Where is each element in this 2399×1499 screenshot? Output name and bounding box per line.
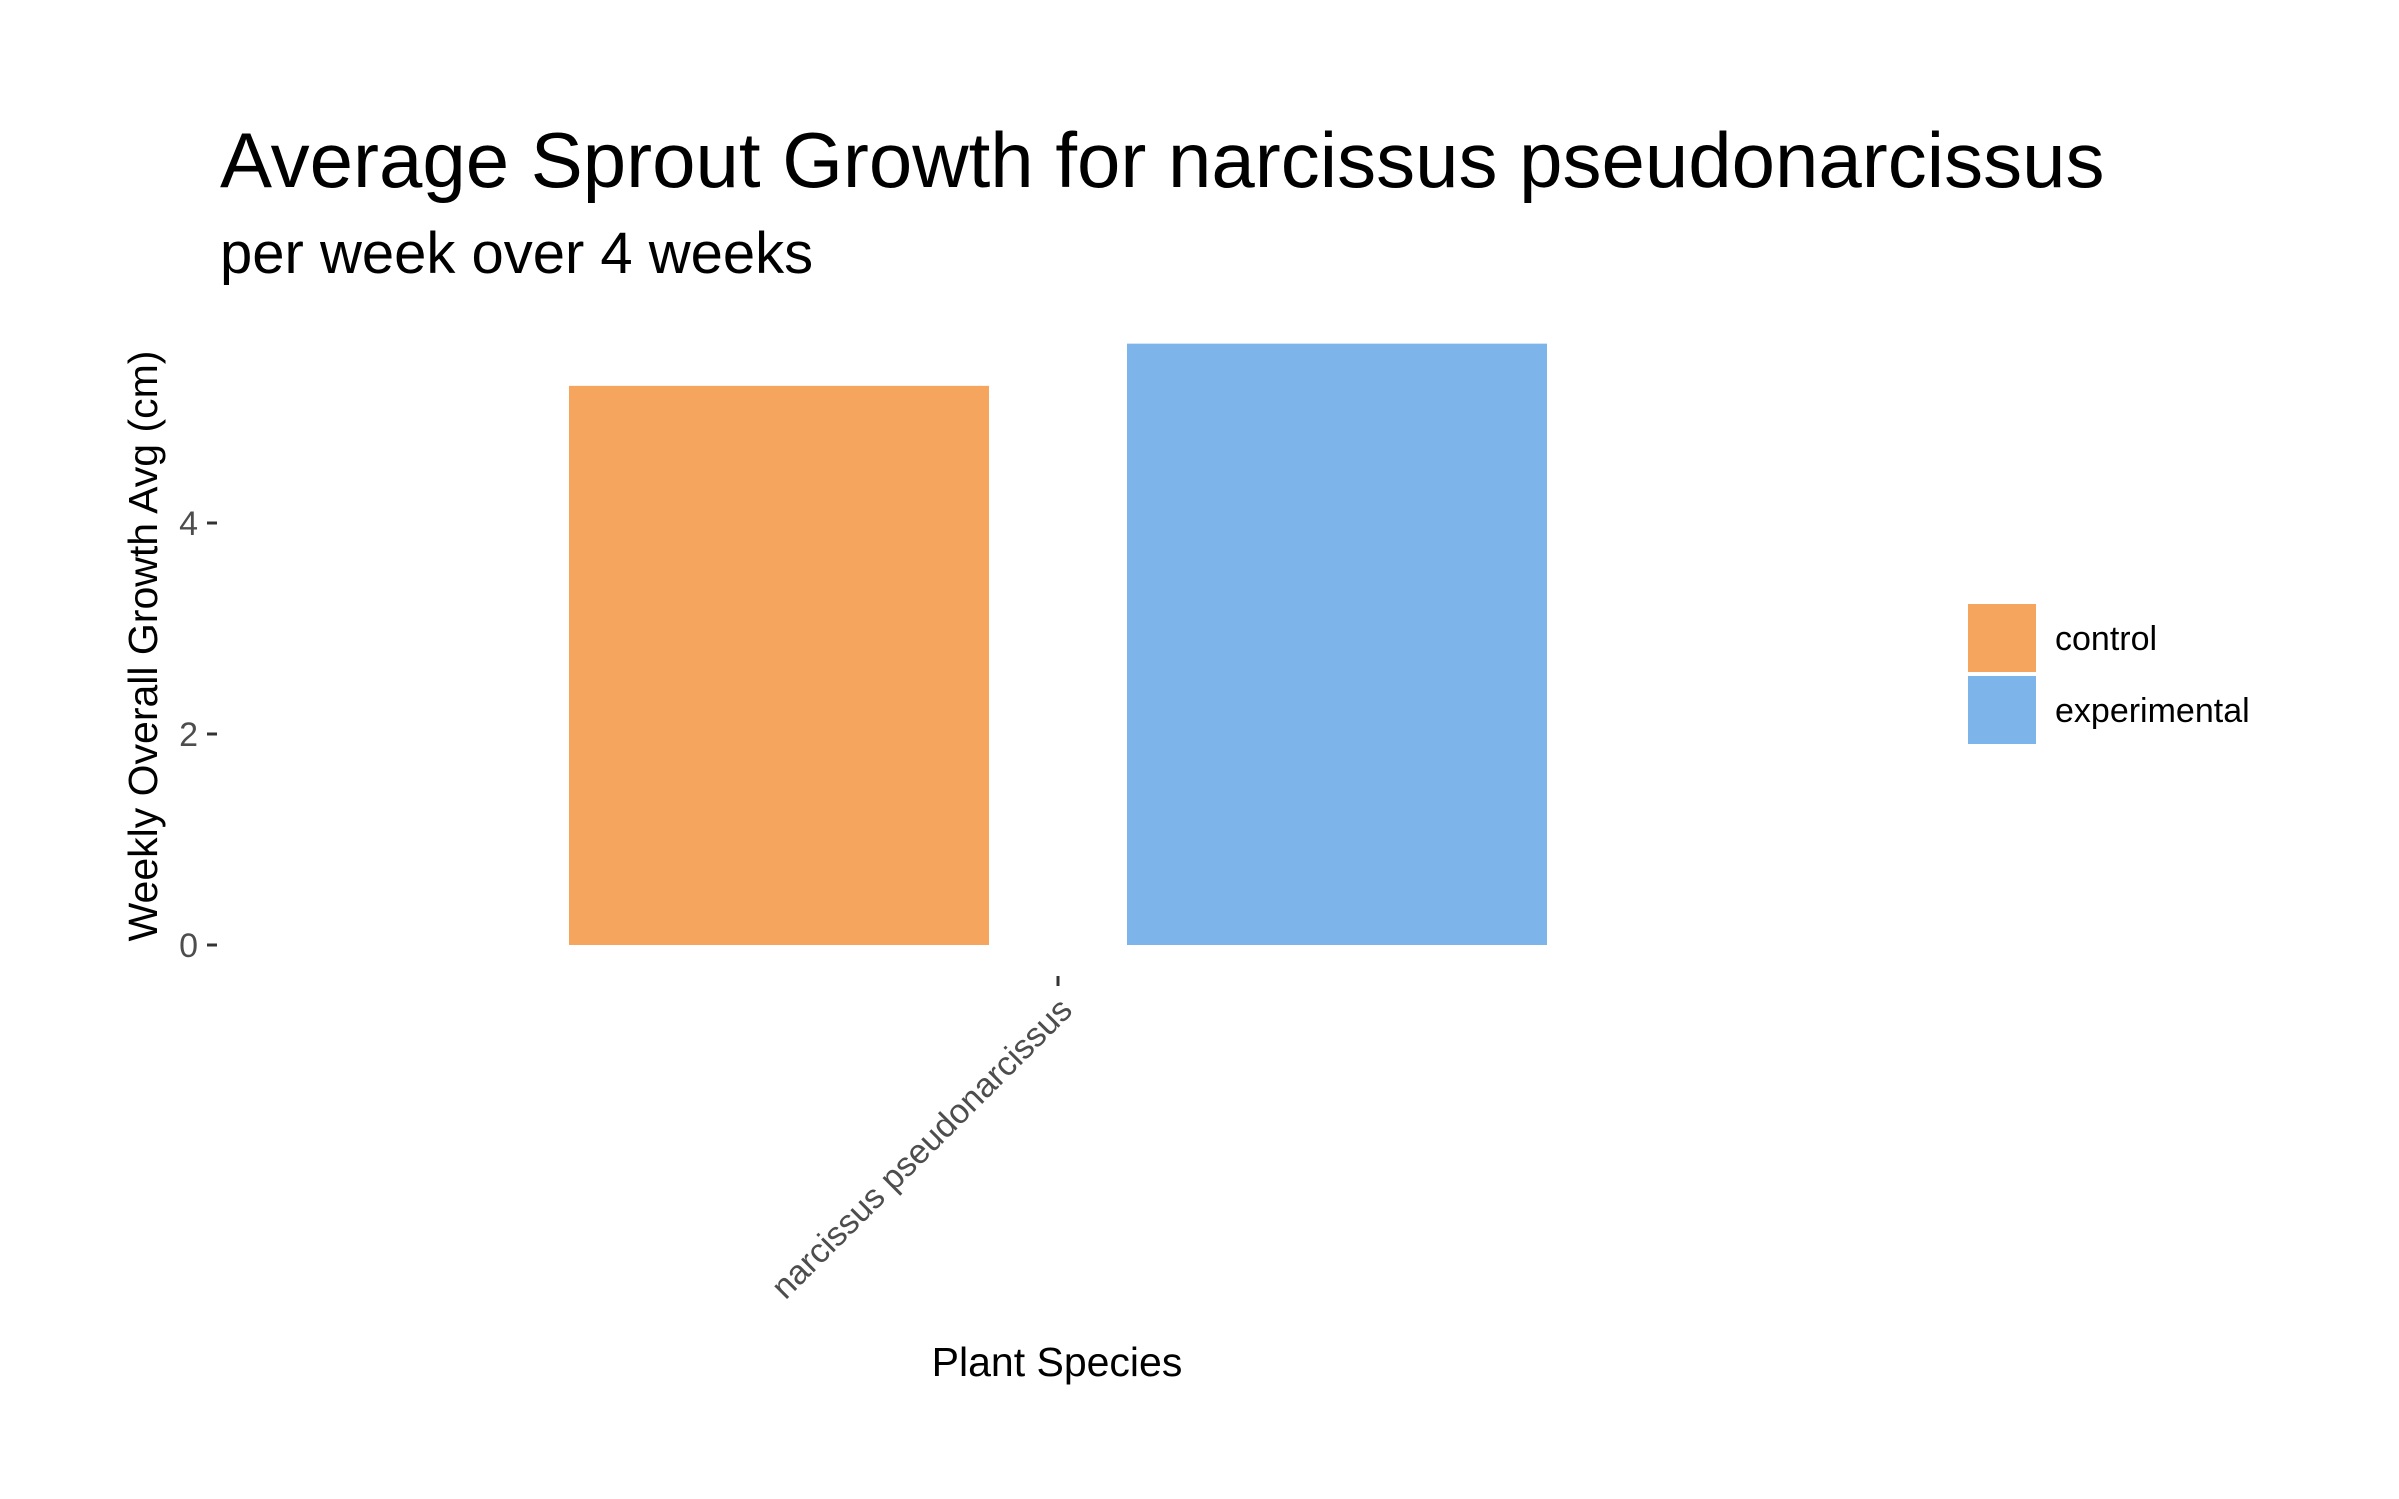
legend-label-experimental: experimental xyxy=(2055,692,2250,730)
legend-key-experimental xyxy=(1968,676,2036,744)
bar-control xyxy=(569,385,989,946)
legend: control experimental xyxy=(1968,604,2250,744)
x-axis: narcissus pseudonarcissus xyxy=(764,976,1080,1306)
x-axis-title: Plant Species xyxy=(932,1339,1183,1385)
bars xyxy=(569,343,1547,946)
y-tick-label: 2 xyxy=(179,716,198,754)
bar-experimental xyxy=(1127,343,1547,945)
y-axis-title: Weekly Overall Growth Avg (cm) xyxy=(120,351,166,942)
y-tick-label: 0 xyxy=(179,927,198,965)
y-tick-label: 4 xyxy=(179,505,198,543)
chart-title: Average Sprout Growth for narcissus pseu… xyxy=(220,116,2105,204)
legend-key-control xyxy=(1968,604,2036,672)
y-axis: 0 2 4 xyxy=(179,505,217,965)
chart-subtitle: per week over 4 weeks xyxy=(220,221,813,286)
x-tick-label: narcissus pseudonarcissus xyxy=(764,991,1080,1307)
legend-label-control: control xyxy=(2055,620,2157,658)
